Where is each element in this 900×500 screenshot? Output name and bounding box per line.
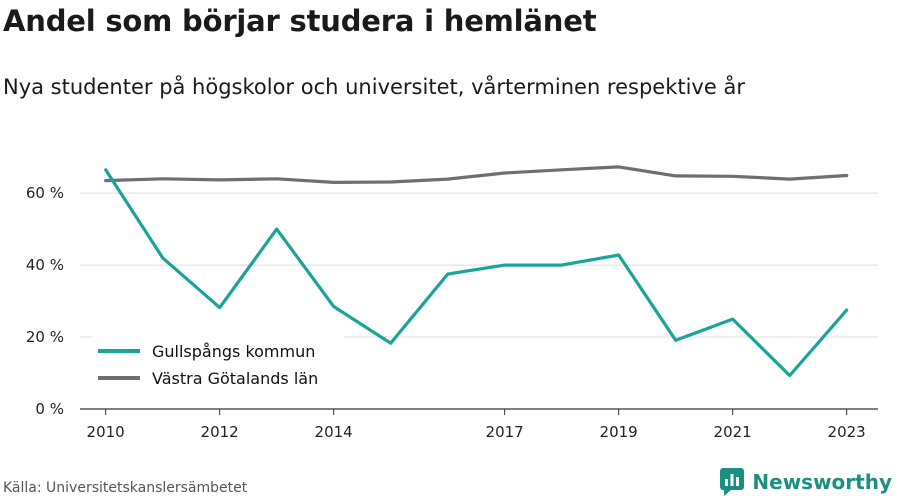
y-tick-label: 60 %: [26, 184, 64, 202]
x-tick-label: 2012: [201, 423, 239, 441]
series-line-v-stra-g-talands-l-n: [104, 165, 849, 184]
brand: Newsworthy: [720, 466, 892, 498]
y-tick-label: 0 %: [35, 400, 64, 418]
y-tick-label: 40 %: [26, 256, 64, 274]
line-chart: 0 % 20 % 40 % 60 % 2010 2012 2014 2017 2019 2021…: [26, 165, 878, 441]
x-tick-label: 2021: [714, 423, 752, 441]
chart-subtitle: Nya studenter på högskolor och universit…: [3, 75, 745, 99]
brand-name: Newsworthy: [752, 470, 892, 494]
x-tick-label: 2017: [486, 423, 524, 441]
x-axis: 2010 2012 2014 2017 2019 2021 2023: [80, 408, 878, 441]
legend-label: Västra Götalands län: [152, 369, 318, 388]
y-tick-label: 20 %: [26, 328, 64, 346]
legend: Gullspångs kommun Västra Götalands län: [92, 334, 344, 396]
x-tick-label: 2014: [315, 423, 353, 441]
x-tick-label: 2010: [87, 423, 125, 441]
grid-lines: [80, 192, 878, 338]
y-axis: 0 % 20 % 40 % 60 %: [26, 184, 64, 418]
source-note: Källa: Universitetskanslersämbetet: [3, 480, 248, 496]
chart-title: Andel som börjar studera i hemlänet: [3, 4, 597, 38]
x-tick-label: 2019: [600, 423, 638, 441]
newsworthy-logo-icon: [720, 468, 745, 496]
series-lines: [104, 165, 849, 378]
series-line-gullsp-ngs-kommun: [104, 168, 849, 378]
x-tick-label: 2023: [828, 423, 866, 441]
legend-background: [92, 334, 344, 396]
legend-label: Gullspångs kommun: [152, 342, 315, 361]
